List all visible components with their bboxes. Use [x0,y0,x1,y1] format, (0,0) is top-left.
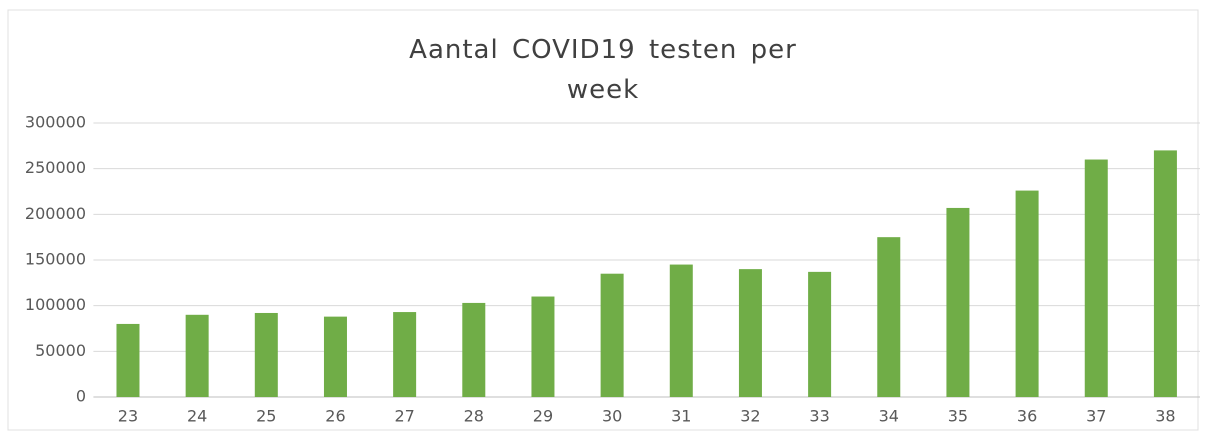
frame [7,9,1199,431]
y-tick-label: 150000 [25,250,86,269]
bar [531,296,555,397]
x-tick-label: 25 [256,407,276,426]
x-tick-label: 36 [1017,407,1037,426]
bar [254,312,278,397]
y-tick-label: 300000 [25,113,86,132]
bar [669,264,693,397]
y-tick-label: 0 [76,387,86,406]
y-tick-label: 250000 [25,158,86,177]
x-tick-label: 24 [187,407,207,426]
y-tick-label: 100000 [25,295,86,314]
x-tick-label: 31 [671,407,691,426]
bar [946,207,970,397]
bar [1084,159,1108,397]
x-tick-label: 30 [602,407,622,426]
bar [877,237,901,397]
chart-title: Aantal COVID19 testen per week [409,35,797,105]
bar [323,316,347,397]
x-tick-label: 37 [1086,407,1106,426]
y-tick-label: 50000 [35,341,86,360]
x-tick-label: 28 [464,407,484,426]
bar [462,302,486,397]
bar [738,269,762,397]
bar [393,312,417,397]
x-tick-label: 29 [533,407,553,426]
bar [1153,150,1177,397]
bar [600,273,624,397]
y-tick-label: 200000 [25,204,86,223]
x-tick-label: 38 [1155,407,1175,426]
x-tick-label: 34 [879,407,899,426]
bar [185,314,209,397]
x-tick-label: 27 [394,407,414,426]
bar [1015,190,1039,397]
x-tick-label: 35 [948,407,968,426]
x-tick-label: 26 [325,407,345,426]
x-tick-label: 23 [118,407,138,426]
bar [116,323,140,397]
x-tick-label: 32 [740,407,760,426]
bar [808,271,832,397]
x-tick-label: 33 [809,407,829,426]
